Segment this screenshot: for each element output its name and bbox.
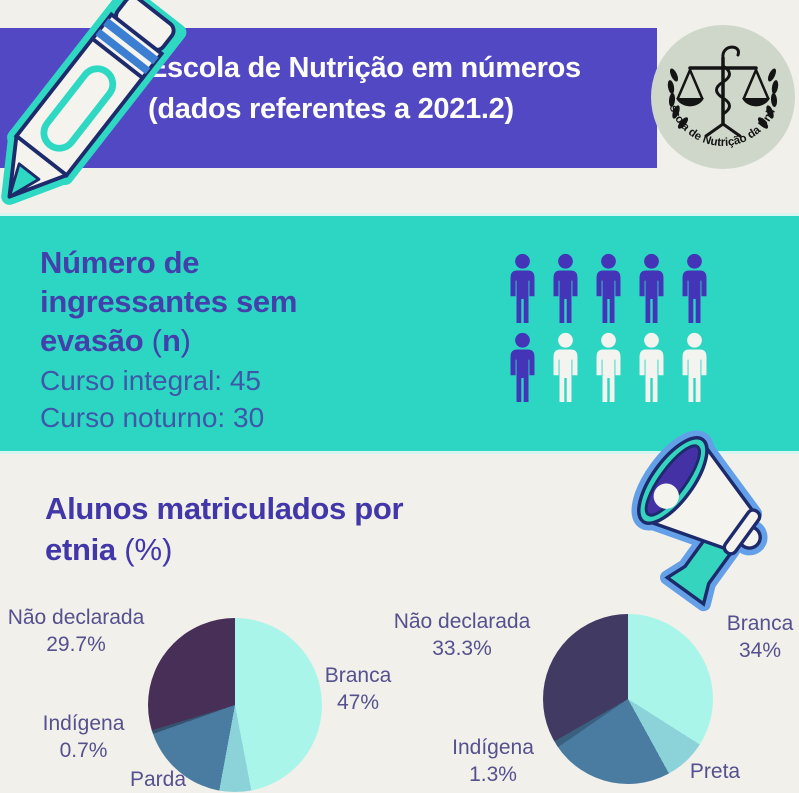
ethnicity-heading-line1: Alunos matriculados por: [45, 491, 404, 526]
person-icon: [596, 253, 621, 323]
ethnicity-heading-line2: etnia (%): [45, 532, 173, 567]
person-icon: [682, 253, 707, 323]
laurel-icon: [667, 68, 779, 129]
pictogram-row: [504, 332, 713, 402]
enrollment-heading-line1: Número de: [40, 245, 200, 280]
person-icon: [639, 332, 664, 402]
pie2-label-preta: Preta: [689, 760, 741, 783]
enrollment-heading-line3: evasão (n): [40, 323, 191, 358]
pie2-label-branca: Branca 34%: [726, 612, 794, 662]
person-icon: [510, 253, 535, 323]
person-icon: [639, 253, 664, 323]
stat-curso-integral: Curso integral: 45: [40, 365, 262, 396]
pictogram-row: [504, 253, 713, 323]
pie-chart-etnia-2: [543, 614, 713, 784]
person-icon: [510, 332, 535, 402]
enrollment-section: [0, 213, 799, 454]
person-icon: [553, 332, 578, 402]
person-icon: [596, 332, 621, 402]
person-icon: [682, 332, 707, 402]
stat-curso-noturno: Curso noturno: 30: [40, 402, 265, 433]
pie1-label-branca: Branca 47%: [324, 664, 392, 714]
enrollment-heading: Número de ingressantes sem evasão (n): [40, 243, 297, 360]
ethnicity-heading: Alunos matriculados por etnia (%): [45, 488, 404, 570]
enrollment-heading-line2: ingressantes sem: [40, 284, 298, 319]
person-icon: [553, 253, 578, 323]
pie1-label-indigena: Indígena 0.7%: [42, 712, 125, 762]
page-title-line1: Escola de Nutrição em números: [148, 52, 581, 84]
megaphone-icon: [631, 430, 768, 612]
school-logo: Escola de Nutrição da Unirio: [646, 15, 795, 169]
pie2-label-nao-declarada: Não declarada 33.3%: [393, 610, 531, 660]
students-pictogram: [504, 253, 713, 402]
pie2-label-indigena: Indígena 1.3%: [452, 736, 534, 786]
page-title-line2: (dados referentes a 2021.2): [148, 93, 514, 125]
pencil-icon: [1, 0, 187, 205]
pie1-label-parda: Parda: [129, 768, 187, 791]
pie1-label-nao-declarada: Não declarada 29.7%: [7, 606, 145, 656]
enrollment-stats: Curso integral: 45 Curso noturno: 30: [40, 362, 264, 436]
pie-chart-etnia-1: [148, 618, 322, 792]
page-title: Escola de Nutrição em números (dados ref…: [148, 48, 648, 130]
scales-icon: [676, 45, 770, 138]
